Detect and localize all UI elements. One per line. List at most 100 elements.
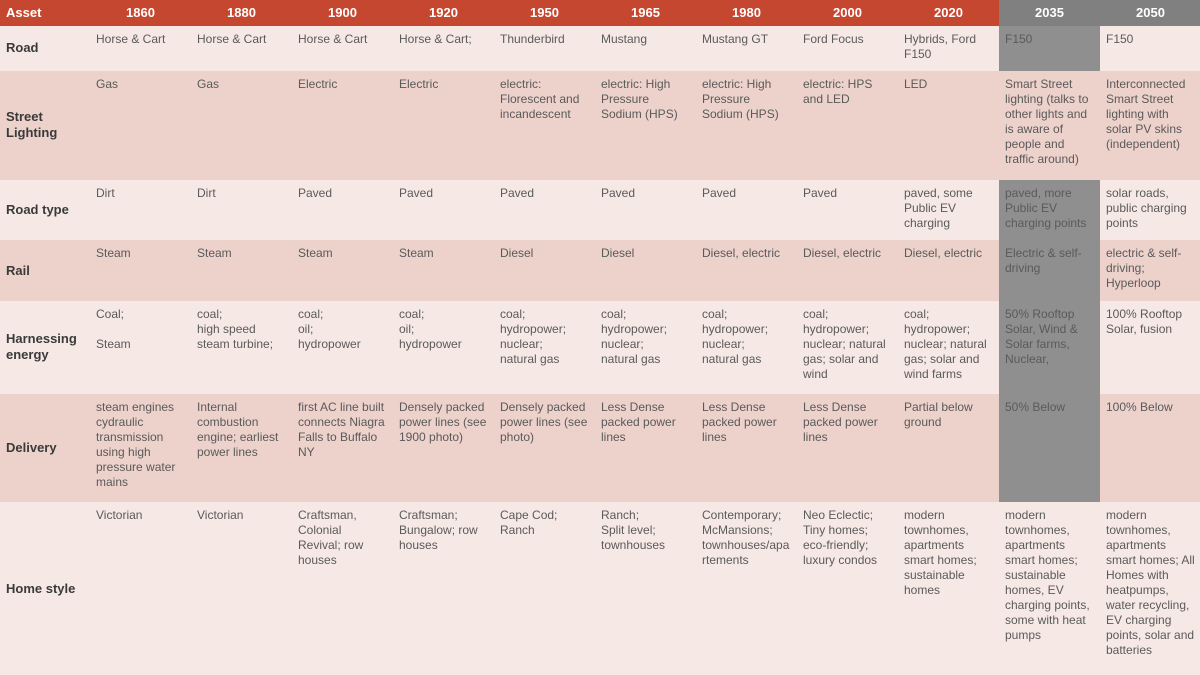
- table-cell: 50% Rooftop Solar, Wind & Solar farms, N…: [999, 301, 1100, 394]
- table-cell: modern townhomes, apartments smart homes…: [1100, 502, 1200, 675]
- col-header-1880: 1880: [191, 0, 292, 26]
- col-header-2000: 2000: [797, 0, 898, 26]
- table-cell: Paved: [696, 180, 797, 241]
- col-header-1860: 1860: [90, 0, 191, 26]
- table-row: Road typeDirtDirtPavedPavedPavedPavedPav…: [0, 180, 1200, 241]
- table-cell: Partial below ground: [898, 394, 999, 503]
- row-label: Home style: [0, 502, 90, 675]
- table-header-row: Asset18601880190019201950196519802000202…: [0, 0, 1200, 26]
- table-cell: coal; oil; hydropower: [292, 301, 393, 394]
- col-header-1950: 1950: [494, 0, 595, 26]
- table-cell: Ford Focus: [797, 26, 898, 71]
- table-cell: Electric & self-driving: [999, 240, 1100, 301]
- table-cell: Gas: [191, 71, 292, 180]
- table-cell: modern townhomes, apartments smart homes…: [999, 502, 1100, 675]
- row-label: Harnessing energy: [0, 301, 90, 394]
- table-row: Home styleVictorianVictorianCraftsman, C…: [0, 502, 1200, 675]
- table-cell: Less Dense packed power lines: [797, 394, 898, 503]
- table-row: Street LightingGasGasElectricElectricele…: [0, 71, 1200, 180]
- table-cell: Steam: [191, 240, 292, 301]
- table-cell: Contemporary; McMansions; townhouses/apa…: [696, 502, 797, 675]
- row-label: Road type: [0, 180, 90, 241]
- table-cell: modern townhomes, apartments smart homes…: [898, 502, 999, 675]
- table-cell: Mustang GT: [696, 26, 797, 71]
- table-cell: coal; high speed steam turbine;: [191, 301, 292, 394]
- table-cell: 100% Rooftop Solar, fusion: [1100, 301, 1200, 394]
- table-cell: Diesel, electric: [898, 240, 999, 301]
- table-cell: Gas: [90, 71, 191, 180]
- table-cell: Paved: [595, 180, 696, 241]
- table-cell: Cape Cod; Ranch: [494, 502, 595, 675]
- table-cell: Hybrids, Ford F150: [898, 26, 999, 71]
- col-header-1980: 1980: [696, 0, 797, 26]
- table-cell: electric: High Pressure Sodium (HPS): [595, 71, 696, 180]
- table-cell: Horse & Cart: [90, 26, 191, 71]
- table-cell: steam engines cydraulic transmission usi…: [90, 394, 191, 503]
- table-cell: Paved: [292, 180, 393, 241]
- table-cell: Steam: [292, 240, 393, 301]
- table-cell: coal; hydropower; nuclear; natural gas: [595, 301, 696, 394]
- table-cell: first AC line built connects Niagra Fall…: [292, 394, 393, 503]
- table-cell: Electric: [292, 71, 393, 180]
- col-header-2050: 2050: [1100, 0, 1200, 26]
- table-cell: Steam: [393, 240, 494, 301]
- row-label: Rail: [0, 240, 90, 301]
- table-cell: Coal; Steam: [90, 301, 191, 394]
- table-cell: Diesel, electric: [797, 240, 898, 301]
- table-cell: Diesel: [595, 240, 696, 301]
- table-cell: coal; hydropower; nuclear; natural gas; …: [797, 301, 898, 394]
- table-cell: Victorian: [191, 502, 292, 675]
- table-cell: electric: High Pressure Sodium (HPS): [696, 71, 797, 180]
- table-cell: Interconnected Smart Street lighting wit…: [1100, 71, 1200, 180]
- row-label: Street Lighting: [0, 71, 90, 180]
- table-cell: electric: Florescent and incandescent: [494, 71, 595, 180]
- table-cell: Internal combustion engine; earliest pow…: [191, 394, 292, 503]
- table-cell: Densely packed power lines (see photo): [494, 394, 595, 503]
- evolution-table: Asset18601880190019201950196519802000202…: [0, 0, 1200, 675]
- table-cell: Smart Street lighting (talks to other li…: [999, 71, 1100, 180]
- table-cell: Neo Eclectic; Tiny homes; eco-friendly; …: [797, 502, 898, 675]
- table-cell: electric & self-driving; Hyperloop: [1100, 240, 1200, 301]
- col-header-1965: 1965: [595, 0, 696, 26]
- table-cell: Horse & Cart;: [393, 26, 494, 71]
- table-cell: electric: HPS and LED: [797, 71, 898, 180]
- table-cell: Victorian: [90, 502, 191, 675]
- table-cell: coal; oil; hydropower: [393, 301, 494, 394]
- table-row: Harnessing energyCoal; Steamcoal; high s…: [0, 301, 1200, 394]
- table-cell: Less Dense packed power lines: [595, 394, 696, 503]
- table-cell: Dirt: [90, 180, 191, 241]
- table-cell: Horse & Cart: [191, 26, 292, 71]
- table-cell: Steam: [90, 240, 191, 301]
- table-cell: Craftsman, Colonial Revival; row houses: [292, 502, 393, 675]
- table-cell: 50% Below: [999, 394, 1100, 503]
- table-cell: F150: [1100, 26, 1200, 71]
- table-cell: 100% Below: [1100, 394, 1200, 503]
- table-cell: paved, some Public EV charging: [898, 180, 999, 241]
- table-cell: Less Dense packed power lines: [696, 394, 797, 503]
- col-header-1900: 1900: [292, 0, 393, 26]
- table-row: Deliverysteam engines cydraulic transmis…: [0, 394, 1200, 503]
- table-cell: Diesel, electric: [696, 240, 797, 301]
- table-cell: paved, more Public EV charging points: [999, 180, 1100, 241]
- table-cell: solar roads, public charging points: [1100, 180, 1200, 241]
- table-cell: coal; hydropower; nuclear; natural gas: [696, 301, 797, 394]
- col-header-2020: 2020: [898, 0, 999, 26]
- table-row: RoadHorse & CartHorse & CartHorse & Cart…: [0, 26, 1200, 71]
- table-cell: Craftsman; Bungalow; row houses: [393, 502, 494, 675]
- col-header-1920: 1920: [393, 0, 494, 26]
- table-cell: Densely packed power lines (see 1900 pho…: [393, 394, 494, 503]
- table-cell: LED: [898, 71, 999, 180]
- table-cell: Ranch; Split level; townhouses: [595, 502, 696, 675]
- table-cell: Thunderbird: [494, 26, 595, 71]
- table-cell: Electric: [393, 71, 494, 180]
- table-cell: Dirt: [191, 180, 292, 241]
- col-header-asset: Asset: [0, 0, 90, 26]
- table-cell: Paved: [494, 180, 595, 241]
- table-cell: Mustang: [595, 26, 696, 71]
- row-label: Delivery: [0, 394, 90, 503]
- col-header-2035: 2035: [999, 0, 1100, 26]
- table-cell: Horse & Cart: [292, 26, 393, 71]
- table-cell: Diesel: [494, 240, 595, 301]
- table-row: RailSteamSteamSteamSteamDieselDieselDies…: [0, 240, 1200, 301]
- table-cell: coal; hydropower; nuclear; natural gas; …: [898, 301, 999, 394]
